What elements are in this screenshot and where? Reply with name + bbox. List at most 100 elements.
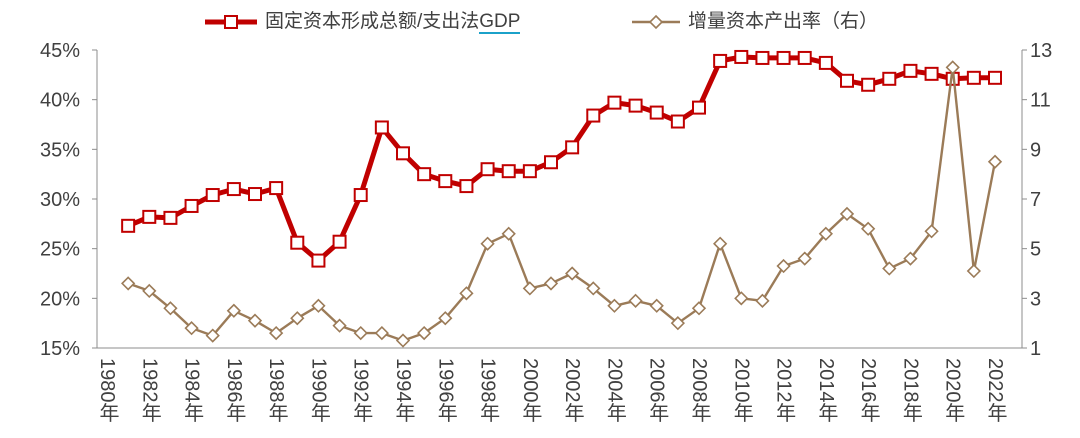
y-right-tick-label: 3 [1030,288,1041,310]
x-tick-label: 2008年 [688,358,710,423]
investment-rate-square-marker [924,66,939,81]
icor-diamond-marker [311,298,326,313]
icor-diamond-marker [142,283,157,299]
investment-rate-square-marker [205,188,220,203]
icor-diamond-marker [290,311,305,326]
legend-label-icor: 增量资本产出率（右） [688,11,879,32]
investment-rate-square-marker [713,53,728,68]
investment-rate-square-marker [565,140,580,155]
legend-item-investment-rate: 固定资本形成总额/支出法GDP [204,9,521,35]
icor-diamond-marker [480,236,495,251]
y-left-tick-label: 25% [40,239,80,261]
legend-item-icor: 增量资本产出率（右） [631,9,878,35]
legend-label-investment-rate: 固定资本形成总额/支出法GDP [265,9,521,35]
icor-diamond-marker [691,301,707,316]
icor-diamond-marker [374,325,389,341]
investment-rate-square-marker [290,235,305,250]
x-tick-label: 2014年 [814,358,837,423]
investment-rate-square-marker [396,146,411,161]
x-tick-label: 2002年 [561,358,584,423]
investment-rate-square-marker [501,164,516,179]
investment-rate-square-marker [417,167,432,182]
investment-rate-square-marker [522,164,537,179]
investment-rate-square-marker [353,188,368,203]
x-tick-label: 1994年 [392,358,414,423]
icor-diamond-marker [543,276,559,291]
icor-diamond-marker [247,313,263,328]
icor-diamond-marker [586,281,601,296]
x-tick-label: 2022年 [984,358,1006,423]
icor-diamond-marker [121,276,136,291]
investment-rate-square-marker [163,210,178,225]
icor-diamond-marker [607,298,622,313]
investment-rate-square-marker [184,198,199,213]
x-tick-label: 1992年 [349,358,372,423]
icor-diamond-marker [818,226,833,241]
x-tick-label: 2018年 [899,358,922,423]
icor-diamond-marker [776,258,791,274]
x-tick-label: 2000年 [518,358,541,423]
investment-rate-square-marker [121,218,136,233]
icor-diamond-marker [924,224,939,239]
investment-rate-square-marker [248,187,263,202]
diamond-marker-icon [648,14,664,30]
icor-diamond-marker [713,236,728,251]
icor-diamond-marker [670,316,685,331]
legend-swatch-diamond-marker-icon [632,14,680,30]
icor-diamond-marker [966,263,981,279]
x-tick-label: 1982年 [138,358,161,423]
icor-diamond-marker [882,261,897,276]
y-left-tick-label: 35% [40,139,80,161]
icor-diamond-marker [226,303,241,318]
icor-diamond-marker [395,333,411,348]
icor-diamond-marker [205,328,220,343]
investment-rate-square-marker [438,174,453,189]
y-right-tick-label: 9 [1030,139,1041,161]
investment-rate-square-marker [459,179,474,194]
investment-rate-square-marker [818,55,833,70]
y-right-tick-label: 11 [1030,90,1051,112]
investment-rate-square-marker [607,95,622,110]
x-tick-label: 2020年 [941,358,964,423]
x-tick-label: 2012年 [772,358,795,423]
investment-rate-series [121,49,1003,268]
icor-diamond-marker [797,251,812,266]
y-left-tick-label: 15% [40,338,80,360]
investment-rate-square-marker [480,162,495,177]
icor-series [121,60,1003,348]
x-tick-label: 1986年 [222,358,245,423]
x-tick-label: 2004年 [603,358,626,423]
investment-rate-square-marker [311,253,326,268]
icor-diamond-marker [459,286,474,301]
investment-rate-square-marker [882,71,897,86]
investment-rate-square-marker [544,155,559,170]
x-tick-label: 1988年 [265,358,288,423]
investment-rate-square-marker [142,209,157,224]
icor-diamond-marker [501,226,516,241]
icor-diamond-marker [353,325,368,341]
investment-rate-square-marker [734,49,749,64]
icor-diamond-marker [565,266,580,281]
icor-diamond-marker [755,293,770,308]
x-tick-label: 2016年 [857,358,880,423]
investment-rate-square-marker [776,50,791,65]
investment-rate-square-marker [861,77,876,92]
investment-rate-square-marker [797,50,812,65]
x-tick-label: 1990年 [307,358,330,423]
icor-diamond-marker [649,298,664,313]
y-left-tick-label: 20% [40,288,80,310]
y-left-tick-label: 40% [40,90,80,112]
legend-swatch-square-marker-icon [205,15,257,29]
investment-rate-square-marker [226,182,241,197]
icor-diamond-marker [839,206,855,222]
icor-diamond-marker [903,251,918,266]
icor-diamond-marker [163,301,178,316]
x-tick-label: 1998年 [476,358,499,423]
icor-diamond-marker [861,221,876,236]
icor-diamond-marker [332,318,347,333]
icor-diamond-marker [184,321,199,336]
icor-diamond-marker [522,281,537,296]
icor-diamond-marker [417,325,432,341]
